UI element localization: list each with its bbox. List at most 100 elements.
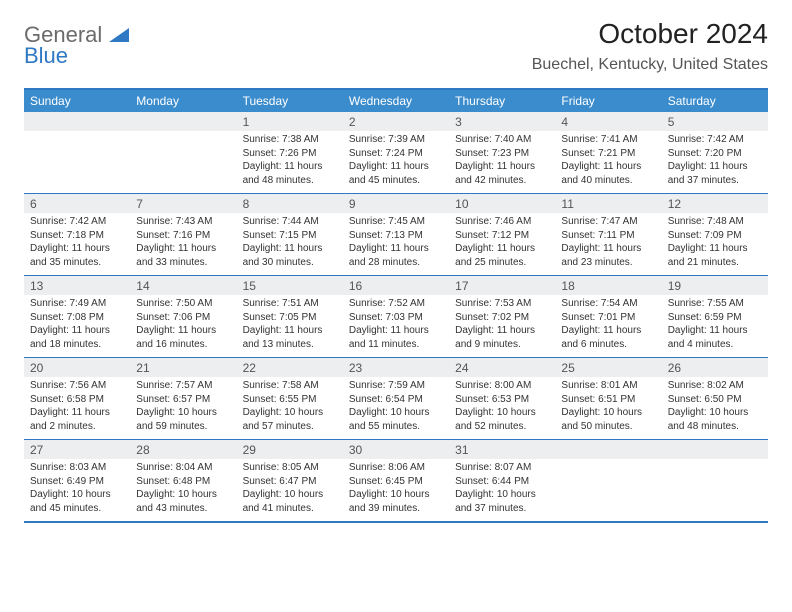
daynum-band: 13141516171819 [24, 276, 768, 295]
sunrise-text: Sunrise: 8:07 AM [455, 461, 549, 475]
day-body [24, 131, 130, 193]
day-number: 9 [343, 194, 449, 213]
sunset-text: Sunset: 7:16 PM [136, 229, 230, 243]
daylight-text: Daylight: 10 hours and 37 minutes. [455, 488, 549, 515]
sunrise-text: Sunrise: 7:50 AM [136, 297, 230, 311]
day-number: 12 [662, 194, 768, 213]
sunrise-text: Sunrise: 7:42 AM [30, 215, 124, 229]
sunrise-text: Sunrise: 7:41 AM [561, 133, 655, 147]
sunrise-text: Sunrise: 7:56 AM [30, 379, 124, 393]
daylight-text: Daylight: 11 hours and 13 minutes. [243, 324, 337, 351]
daylight-text: Daylight: 10 hours and 43 minutes. [136, 488, 230, 515]
daylight-text: Daylight: 10 hours and 55 minutes. [349, 406, 443, 433]
day-number: 26 [662, 358, 768, 377]
sunset-text: Sunset: 6:54 PM [349, 393, 443, 407]
sunrise-text: Sunrise: 7:49 AM [30, 297, 124, 311]
daylight-text: Daylight: 10 hours and 48 minutes. [668, 406, 762, 433]
day-body: Sunrise: 7:41 AMSunset: 7:21 PMDaylight:… [555, 131, 661, 193]
body-band: Sunrise: 7:56 AMSunset: 6:58 PMDaylight:… [24, 377, 768, 439]
month-title: October 2024 [532, 18, 768, 50]
day-body: Sunrise: 8:03 AMSunset: 6:49 PMDaylight:… [24, 459, 130, 521]
day-body: Sunrise: 7:52 AMSunset: 7:03 PMDaylight:… [343, 295, 449, 357]
sunrise-text: Sunrise: 7:59 AM [349, 379, 443, 393]
day-of-week-row: SundayMondayTuesdayWednesdayThursdayFrid… [24, 90, 768, 112]
day-body [662, 459, 768, 521]
day-body: Sunrise: 8:05 AMSunset: 6:47 PMDaylight:… [237, 459, 343, 521]
sunrise-text: Sunrise: 7:38 AM [243, 133, 337, 147]
sunset-text: Sunset: 7:21 PM [561, 147, 655, 161]
week-row: 13141516171819Sunrise: 7:49 AMSunset: 7:… [24, 275, 768, 357]
daylight-text: Daylight: 11 hours and 6 minutes. [561, 324, 655, 351]
sunrise-text: Sunrise: 7:51 AM [243, 297, 337, 311]
day-number: 21 [130, 358, 236, 377]
dow-cell: Friday [555, 90, 661, 112]
day-body: Sunrise: 7:59 AMSunset: 6:54 PMDaylight:… [343, 377, 449, 439]
logo-triangle-icon [109, 28, 129, 47]
day-number: 2 [343, 112, 449, 131]
week-row: 12345Sunrise: 7:38 AMSunset: 7:26 PMDayl… [24, 112, 768, 193]
sunrise-text: Sunrise: 7:55 AM [668, 297, 762, 311]
daylight-text: Daylight: 11 hours and 25 minutes. [455, 242, 549, 269]
sunset-text: Sunset: 7:06 PM [136, 311, 230, 325]
daylight-text: Daylight: 11 hours and 45 minutes. [349, 160, 443, 187]
week-row: 20212223242526Sunrise: 7:56 AMSunset: 6:… [24, 357, 768, 439]
day-number: 19 [662, 276, 768, 295]
logo: General Blue [24, 18, 129, 67]
day-body: Sunrise: 7:48 AMSunset: 7:09 PMDaylight:… [662, 213, 768, 275]
sunrise-text: Sunrise: 7:52 AM [349, 297, 443, 311]
sunset-text: Sunset: 6:51 PM [561, 393, 655, 407]
sunset-text: Sunset: 7:12 PM [455, 229, 549, 243]
day-number: 13 [24, 276, 130, 295]
week-row: 6789101112Sunrise: 7:42 AMSunset: 7:18 P… [24, 193, 768, 275]
day-body: Sunrise: 8:04 AMSunset: 6:48 PMDaylight:… [130, 459, 236, 521]
day-number: 23 [343, 358, 449, 377]
body-band: Sunrise: 7:38 AMSunset: 7:26 PMDaylight:… [24, 131, 768, 193]
day-body: Sunrise: 7:57 AMSunset: 6:57 PMDaylight:… [130, 377, 236, 439]
dow-cell: Monday [130, 90, 236, 112]
day-body: Sunrise: 7:55 AMSunset: 6:59 PMDaylight:… [662, 295, 768, 357]
day-number: 10 [449, 194, 555, 213]
sunrise-text: Sunrise: 7:48 AM [668, 215, 762, 229]
day-number: 31 [449, 440, 555, 459]
dow-cell: Thursday [449, 90, 555, 112]
day-number: 29 [237, 440, 343, 459]
day-number: 4 [555, 112, 661, 131]
sunset-text: Sunset: 6:47 PM [243, 475, 337, 489]
day-number: 5 [662, 112, 768, 131]
daylight-text: Daylight: 10 hours and 59 minutes. [136, 406, 230, 433]
body-band: Sunrise: 7:49 AMSunset: 7:08 PMDaylight:… [24, 295, 768, 357]
day-body: Sunrise: 7:42 AMSunset: 7:20 PMDaylight:… [662, 131, 768, 193]
daynum-band: 12345 [24, 112, 768, 131]
day-number: 27 [24, 440, 130, 459]
day-number [24, 112, 130, 131]
daylight-text: Daylight: 11 hours and 40 minutes. [561, 160, 655, 187]
day-number: 7 [130, 194, 236, 213]
day-body: Sunrise: 7:44 AMSunset: 7:15 PMDaylight:… [237, 213, 343, 275]
day-body: Sunrise: 7:46 AMSunset: 7:12 PMDaylight:… [449, 213, 555, 275]
day-number: 3 [449, 112, 555, 131]
sunset-text: Sunset: 6:59 PM [668, 311, 762, 325]
day-body: Sunrise: 7:39 AMSunset: 7:24 PMDaylight:… [343, 131, 449, 193]
sunset-text: Sunset: 7:11 PM [561, 229, 655, 243]
day-body: Sunrise: 7:56 AMSunset: 6:58 PMDaylight:… [24, 377, 130, 439]
sunrise-text: Sunrise: 8:01 AM [561, 379, 655, 393]
daylight-text: Daylight: 10 hours and 45 minutes. [30, 488, 124, 515]
sunset-text: Sunset: 6:57 PM [136, 393, 230, 407]
day-body [555, 459, 661, 521]
sunset-text: Sunset: 6:45 PM [349, 475, 443, 489]
day-body: Sunrise: 7:51 AMSunset: 7:05 PMDaylight:… [237, 295, 343, 357]
dow-cell: Sunday [24, 90, 130, 112]
daynum-band: 20212223242526 [24, 358, 768, 377]
sunset-text: Sunset: 7:15 PM [243, 229, 337, 243]
daylight-text: Daylight: 11 hours and 9 minutes. [455, 324, 549, 351]
sunrise-text: Sunrise: 7:58 AM [243, 379, 337, 393]
day-number: 17 [449, 276, 555, 295]
day-body: Sunrise: 7:54 AMSunset: 7:01 PMDaylight:… [555, 295, 661, 357]
day-body: Sunrise: 7:43 AMSunset: 7:16 PMDaylight:… [130, 213, 236, 275]
day-number: 24 [449, 358, 555, 377]
day-body: Sunrise: 7:38 AMSunset: 7:26 PMDaylight:… [237, 131, 343, 193]
logo-text-block: General Blue [24, 24, 129, 67]
day-number: 22 [237, 358, 343, 377]
daylight-text: Daylight: 10 hours and 52 minutes. [455, 406, 549, 433]
day-body: Sunrise: 7:49 AMSunset: 7:08 PMDaylight:… [24, 295, 130, 357]
